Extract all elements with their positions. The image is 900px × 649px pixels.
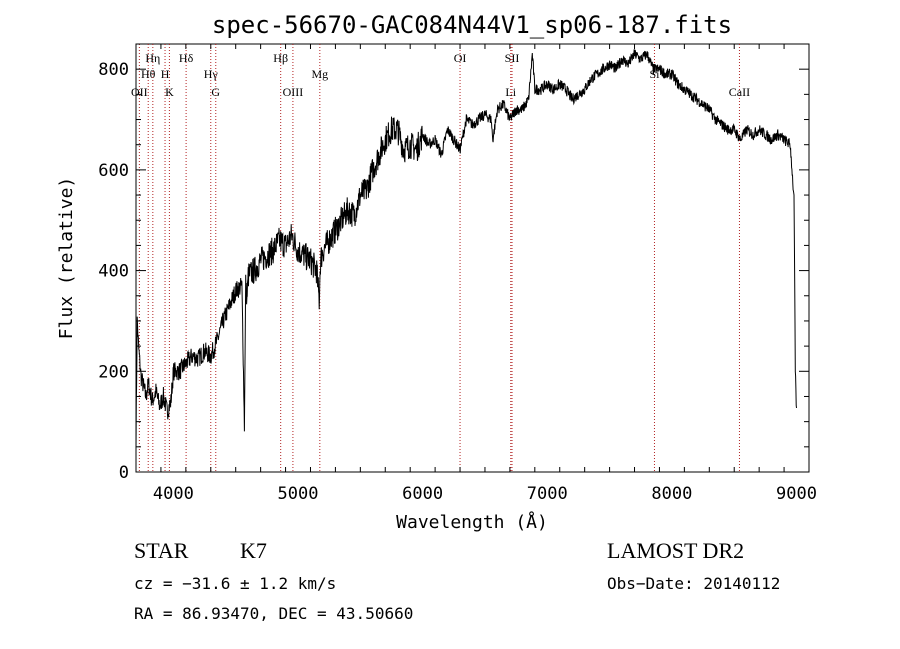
spectral-line-label: Li	[505, 85, 516, 99]
y-axis-label: Flux (relative)	[56, 177, 77, 340]
observation-date: Obs−Date: 20140112	[607, 574, 780, 593]
spectral-line-label: Si	[649, 67, 660, 81]
axis-ticks: 4000 5000 6000 7000 8000 9000 0 200 400 600 800	[98, 43, 817, 504]
x-tick-label: 5000	[278, 484, 319, 504]
spectral-line-label: G	[211, 85, 220, 99]
x-axis-label: Wavelength (Å)	[396, 511, 548, 533]
spectral-line-label: Hδ	[179, 51, 194, 65]
spectral-line-label: OII	[131, 85, 148, 99]
x-tick-label: 8000	[651, 484, 692, 504]
redshift-readout: cz = −31.6 ± 1.2 km/s	[134, 574, 336, 593]
object-subclass: K7	[240, 538, 267, 563]
chart-title: spec-56670-GAC084N44V1_sp06-187.fits	[212, 11, 732, 39]
coordinates: RA = 86.93470, DEC = 43.50660	[134, 604, 413, 623]
y-tick-label: 600	[98, 161, 129, 181]
spectral-line-label: OI	[454, 51, 467, 65]
x-tick-label: 4000	[153, 484, 194, 504]
spectral-line-label: Hβ	[273, 51, 288, 65]
spectral-line-label: CaII	[729, 85, 750, 99]
spectral-line-label: K	[165, 85, 174, 99]
spectral-line-label: Hη	[145, 51, 160, 65]
y-tick-label: 800	[98, 60, 129, 80]
y-tick-label: 0	[119, 463, 129, 483]
spectrum-line	[135, 49, 797, 452]
y-tick-label: 400	[98, 262, 129, 282]
x-tick-label: 6000	[402, 484, 443, 504]
spectral-line-label: Hγ	[204, 67, 219, 81]
spectral-line-label: SII	[505, 51, 520, 65]
object-class: STAR	[134, 538, 189, 563]
survey-name: LAMOST DR2	[607, 538, 744, 563]
spectral-line-label: Mg	[311, 67, 328, 81]
spectral-line-label: Hθ	[141, 67, 156, 81]
y-tick-label: 200	[98, 362, 129, 382]
plot-frame	[135, 43, 810, 473]
spectral-line-label: OIII	[283, 85, 304, 99]
spectral-line-label: H	[161, 67, 170, 81]
x-tick-label: 7000	[527, 484, 568, 504]
x-tick-label: 9000	[776, 484, 817, 504]
